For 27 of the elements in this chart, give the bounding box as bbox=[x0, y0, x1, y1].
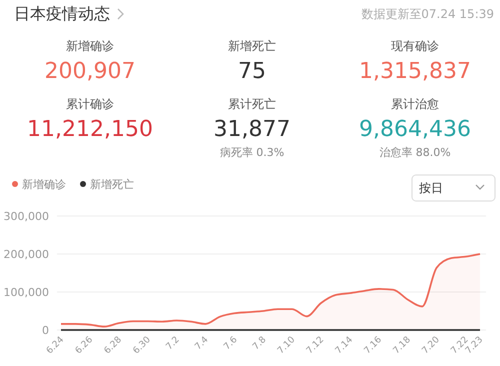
y-tick-label: 0 bbox=[42, 324, 49, 337]
y-tick-label: 300,000 bbox=[4, 210, 49, 223]
legend-label: 新增确诊 bbox=[22, 178, 66, 191]
text: 累计死亡 bbox=[228, 97, 276, 111]
text: 9,864,436 bbox=[359, 117, 471, 142]
text: 75 bbox=[238, 59, 266, 84]
legend-label: 新增死亡 bbox=[90, 178, 134, 191]
y-tick-label: 200,000 bbox=[4, 248, 49, 261]
text: 日本疫情动态 bbox=[14, 4, 110, 23]
text: 治愈率 88.0% bbox=[379, 146, 451, 159]
x-tick-label: 7.4 bbox=[193, 334, 211, 352]
text: 累计确诊 bbox=[66, 97, 114, 111]
text: 按日 bbox=[419, 181, 443, 195]
text: 新增确诊 bbox=[66, 39, 114, 53]
text: 1,315,837 bbox=[359, 59, 471, 84]
text: 累计治愈 bbox=[391, 97, 439, 111]
text: 200,907 bbox=[44, 59, 136, 84]
text: 11,212,150 bbox=[27, 117, 153, 142]
x-tick-label: 7.6 bbox=[222, 334, 240, 352]
text: 31,877 bbox=[214, 117, 290, 142]
text: 病死率 0.3% bbox=[220, 146, 284, 159]
x-tick-label: 7.2 bbox=[164, 335, 182, 352]
text: 新增死亡 bbox=[228, 39, 276, 53]
y-tick-label: 100,000 bbox=[4, 286, 49, 299]
x-tick-label: 7.8 bbox=[251, 334, 269, 352]
text: 数据更新至07.24 15:39 bbox=[361, 7, 494, 21]
text: 现有确诊 bbox=[391, 39, 439, 53]
